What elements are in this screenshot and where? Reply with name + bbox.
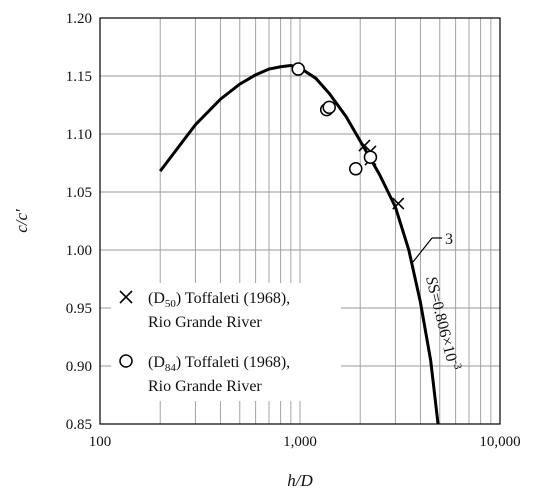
y-tick-label: 1.05 [66, 185, 92, 201]
y-tick-label: 1.20 [66, 11, 92, 27]
legend-d50-line2: Rio Grande River [148, 314, 262, 331]
y-tick-label: 0.90 [66, 359, 92, 375]
data-point-d84 [363, 150, 378, 164]
y-axis-title: c/c′ [12, 209, 31, 233]
grid [100, 18, 500, 424]
curve-label-leader [412, 237, 433, 263]
x-tick-label: 10,000 [479, 434, 520, 450]
x-marker-icon [119, 290, 133, 304]
x-tick-label: 100 [89, 434, 112, 450]
legend-d50-line1: (D50) Toffaleti (1968), [148, 290, 290, 310]
y-tick-label: 0.85 [66, 417, 92, 433]
markers [291, 62, 405, 210]
curve-label: 3 [445, 231, 453, 248]
data-point-d50 [392, 197, 405, 210]
data-point-d84 [349, 162, 363, 176]
legend-d84-line2: Rio Grande River [148, 378, 262, 395]
data-point-d84 [322, 100, 336, 115]
legend-item-d84: (D84) Toffaleti (1968), Rio Grande River [119, 354, 290, 395]
data-point-d84 [291, 62, 305, 76]
plot-frame [99, 17, 501, 425]
y-tick-label: 1.00 [66, 243, 92, 259]
legend-box [111, 283, 341, 401]
y-tick-label: 1.15 [66, 69, 92, 85]
x-axis-title: h/D [287, 471, 313, 490]
circle-marker-icon [119, 354, 133, 368]
y-tick-label: 0.95 [66, 301, 92, 317]
legend-item-d50: (D50) Toffaleti (1968), Rio Grande River [119, 290, 290, 331]
x-tick-label: 1,000 [283, 434, 317, 450]
curve-s-0806 [159, 64, 440, 425]
y-tick-label: 1.10 [66, 127, 92, 143]
ticks: 0.85 0.90 0.95 1.00 1.05 1.10 1.15 1.20 100 1,000… [66, 11, 521, 450]
legend-d84-line1: (D84) Toffaleti (1968), [148, 354, 290, 374]
